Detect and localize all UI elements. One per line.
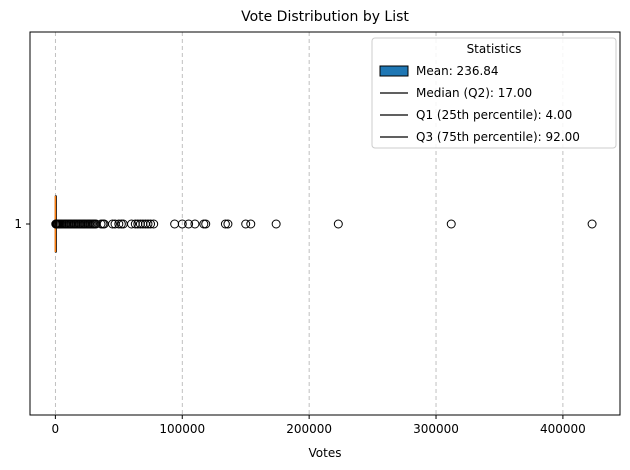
outlier-point <box>190 219 200 229</box>
outlier-point <box>201 219 211 229</box>
outlier-point <box>241 219 251 229</box>
axes: 0 100000 200000 300000 400000 1 <box>14 31 621 436</box>
legend-entry-label: Median (Q2): 17.00 <box>416 86 532 100</box>
legend-box <box>371 37 617 149</box>
y-tick-label: 1 <box>14 217 22 231</box>
x-tick-label: 0 <box>52 422 60 436</box>
outlier-point <box>149 219 159 229</box>
outlier-point <box>170 219 180 229</box>
outlier-point <box>127 219 137 229</box>
plot-area <box>51 195 597 253</box>
outlier-point <box>143 219 153 229</box>
outlier-point <box>184 219 194 229</box>
chart-title: Vote Distribution by List <box>241 9 409 25</box>
x-tick-label: 400000 <box>540 422 586 436</box>
legend-swatch-mean <box>379 65 409 77</box>
outlier-point <box>587 219 597 229</box>
x-tick-label: 100000 <box>159 422 205 436</box>
outlier-point <box>271 219 281 229</box>
legend-entry-label: Q1 (25th percentile): 4.00 <box>416 108 572 122</box>
x-tick-label: 300000 <box>413 422 459 436</box>
outlier-point <box>446 219 456 229</box>
legend: Statistics Mean: 236.84 Median (Q2): 17.00… <box>371 37 617 149</box>
outlier-point <box>146 219 156 229</box>
outlier-point <box>220 219 230 229</box>
outlier-point <box>246 219 256 229</box>
legend-entry-label: Q3 (75th percentile): 92.00 <box>416 130 580 144</box>
legend-title: Statistics <box>467 42 522 56</box>
legend-entry-label: Mean: 236.84 <box>416 64 499 78</box>
outlier-point <box>177 219 187 229</box>
x-axis-label: Votes <box>309 446 342 460</box>
outlier-point <box>199 219 209 229</box>
outlier-point <box>114 219 124 229</box>
outlier-point <box>107 219 117 229</box>
outlier-point <box>223 219 233 229</box>
x-tick-label: 200000 <box>286 422 332 436</box>
outlier-point <box>333 219 343 229</box>
